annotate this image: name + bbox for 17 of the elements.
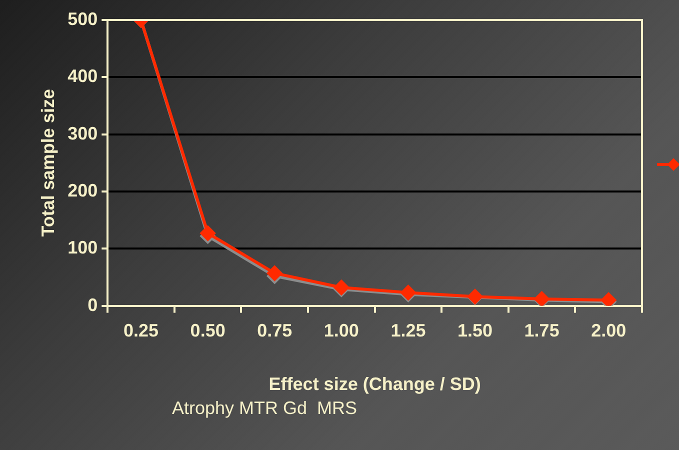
x-tick-label: 1.75 [524, 320, 560, 341]
y-tick-label: 0 [88, 294, 98, 315]
x-tick-label: 1.50 [457, 320, 493, 341]
y-tick-label: 400 [68, 66, 98, 86]
x-tick-label: 1.25 [390, 320, 426, 341]
x-tick-label: 0.25 [124, 320, 159, 341]
text: Atrophy MTR Gd MRS [172, 398, 358, 419]
x-tick-label: 0.75 [257, 320, 292, 341]
x-tick-label: 0.50 [190, 320, 226, 341]
x-tick-label: 1.00 [324, 320, 359, 341]
y-tick-label: 100 [68, 238, 98, 258]
y-tick-label: 500 [68, 8, 98, 29]
y-tick-label: 300 [68, 123, 98, 144]
x-tick-label: 2.00 [591, 320, 626, 341]
y-tick-label: 200 [68, 180, 98, 200]
y-axis-title: Total sample size [38, 89, 58, 237]
x-axis-title: Effect size (Change / SD) [268, 374, 481, 394]
